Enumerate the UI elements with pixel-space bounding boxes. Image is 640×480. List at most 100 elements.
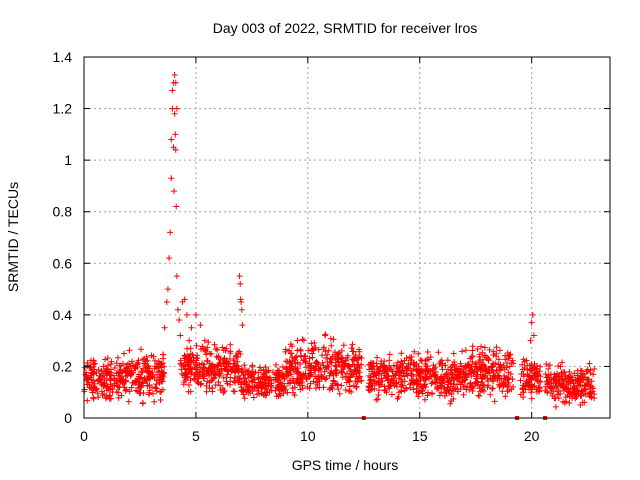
data-point bbox=[159, 386, 166, 393]
data-point bbox=[500, 362, 507, 369]
data-point bbox=[397, 381, 404, 388]
data-point bbox=[468, 363, 475, 370]
data-point bbox=[166, 255, 173, 262]
data-point bbox=[110, 372, 117, 379]
data-point bbox=[268, 387, 275, 394]
data-point bbox=[368, 386, 375, 393]
data-point bbox=[448, 367, 455, 374]
data-point bbox=[95, 394, 102, 401]
data-point bbox=[520, 394, 527, 401]
data-point bbox=[548, 385, 555, 392]
data-point bbox=[273, 393, 280, 400]
data-point bbox=[143, 353, 150, 360]
data-point bbox=[530, 332, 537, 339]
y-tick-label: 1.4 bbox=[53, 49, 73, 65]
data-point bbox=[522, 386, 529, 393]
data-point bbox=[106, 392, 113, 399]
data-point bbox=[289, 354, 296, 361]
data-point bbox=[149, 390, 156, 397]
data-point bbox=[431, 365, 438, 372]
data-point bbox=[471, 369, 478, 376]
data-point bbox=[133, 387, 140, 394]
data-point bbox=[101, 380, 108, 387]
data-point bbox=[408, 367, 415, 374]
data-point bbox=[452, 385, 459, 392]
data-point bbox=[337, 354, 344, 361]
data-point bbox=[214, 362, 221, 369]
data-point bbox=[367, 387, 374, 394]
data-point bbox=[332, 362, 339, 369]
data-point bbox=[527, 337, 534, 344]
data-point bbox=[260, 373, 267, 380]
data-point bbox=[95, 376, 102, 383]
data-point bbox=[186, 337, 193, 344]
data-point bbox=[90, 358, 97, 365]
data-point bbox=[252, 369, 259, 376]
data-point bbox=[438, 389, 445, 396]
data-point bbox=[532, 372, 539, 379]
data-point bbox=[135, 357, 142, 364]
data-point bbox=[582, 386, 589, 393]
data-point bbox=[428, 380, 435, 387]
data-point bbox=[230, 356, 237, 363]
data-point bbox=[335, 359, 342, 366]
data-point bbox=[501, 372, 508, 379]
data-point bbox=[177, 332, 184, 339]
data-point bbox=[394, 365, 401, 372]
data-point bbox=[438, 383, 445, 390]
data-point bbox=[209, 376, 216, 383]
data-point bbox=[137, 384, 144, 391]
data-point bbox=[227, 341, 234, 348]
data-point bbox=[552, 403, 559, 410]
data-point bbox=[312, 367, 319, 374]
data-point bbox=[529, 311, 536, 318]
data-point bbox=[328, 342, 335, 349]
data-point bbox=[577, 376, 584, 383]
data-point bbox=[557, 380, 564, 387]
data-point bbox=[238, 387, 245, 394]
data-point bbox=[448, 391, 455, 398]
data-point bbox=[460, 369, 467, 376]
data-point bbox=[215, 379, 222, 386]
data-point bbox=[424, 392, 431, 399]
data-point bbox=[365, 386, 372, 393]
data-point bbox=[190, 375, 197, 382]
data-point bbox=[185, 381, 192, 388]
data-point bbox=[193, 342, 200, 349]
data-point bbox=[520, 382, 527, 389]
data-point bbox=[107, 377, 114, 384]
data-point bbox=[559, 359, 566, 366]
data-point bbox=[444, 357, 451, 364]
x-tick-label: 15 bbox=[412, 428, 428, 444]
data-point bbox=[144, 368, 151, 375]
data-point bbox=[424, 349, 431, 356]
data-point bbox=[322, 331, 329, 338]
data-point bbox=[425, 389, 432, 396]
data-point bbox=[184, 373, 191, 380]
data-point bbox=[422, 367, 429, 374]
data-point bbox=[528, 389, 535, 396]
data-point bbox=[431, 378, 438, 385]
data-point bbox=[241, 362, 248, 369]
data-point bbox=[119, 360, 126, 367]
data-point bbox=[465, 364, 472, 371]
data-point bbox=[426, 373, 433, 380]
data-point bbox=[349, 371, 356, 378]
data-point bbox=[189, 366, 196, 373]
data-point bbox=[233, 362, 240, 369]
data-point bbox=[188, 324, 195, 331]
data-point bbox=[284, 366, 291, 373]
data-point bbox=[294, 337, 301, 344]
data-point bbox=[579, 399, 586, 406]
data-point bbox=[128, 369, 135, 376]
data-point bbox=[436, 392, 443, 399]
data-point bbox=[445, 386, 452, 393]
data-point bbox=[566, 368, 573, 375]
data-point bbox=[216, 372, 223, 379]
data-point bbox=[180, 362, 187, 369]
data-point bbox=[435, 349, 442, 356]
data-point bbox=[238, 298, 245, 305]
data-point bbox=[375, 365, 382, 372]
data-point bbox=[251, 384, 258, 391]
data-point bbox=[333, 367, 340, 374]
